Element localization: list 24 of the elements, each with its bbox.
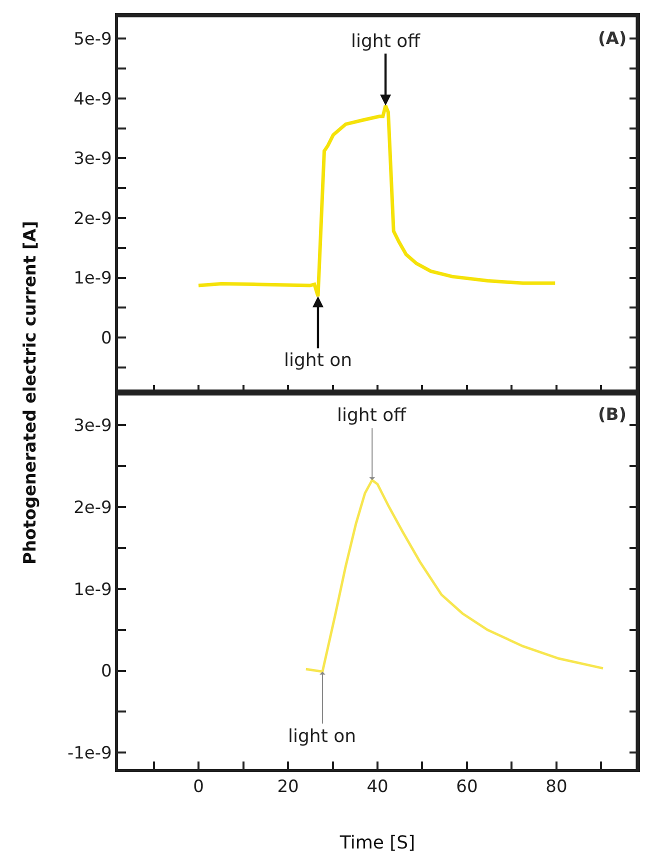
x-axis-title: Time [S] [338, 832, 416, 854]
x-tick-label: 40 [366, 777, 388, 798]
y-axis-title: Photogenerated electric current [A] [20, 220, 40, 564]
y-tick-label: 1e-9 [74, 268, 112, 289]
x-tick-label: 0 [193, 777, 204, 798]
y-tick-label: 2e-9 [74, 208, 112, 229]
y-tick-label: 1e-9 [74, 580, 112, 600]
annotation: light on [288, 726, 356, 747]
y-tick-label: 4e-9 [74, 89, 112, 110]
annotation: (A) [598, 29, 627, 49]
annotation: light off [351, 31, 421, 52]
x-tick-label: 20 [277, 777, 299, 798]
y-tick-label: 5e-9 [74, 30, 112, 50]
y-tick-label: 2e-9 [74, 498, 112, 518]
annotation: light on [284, 350, 352, 371]
x-tick-label: 60 [456, 777, 478, 798]
x-tick-label: 80 [546, 777, 568, 798]
y-tick-label: 3e-9 [74, 416, 112, 436]
y-tick-label: -1e-9 [67, 744, 112, 764]
annotation: light off [337, 405, 407, 426]
y-tick-label: 3e-9 [74, 149, 112, 170]
y-tick-label: 0 [101, 662, 112, 682]
annotation: (B) [598, 405, 626, 425]
y-tick-label: 0 [101, 328, 112, 348]
